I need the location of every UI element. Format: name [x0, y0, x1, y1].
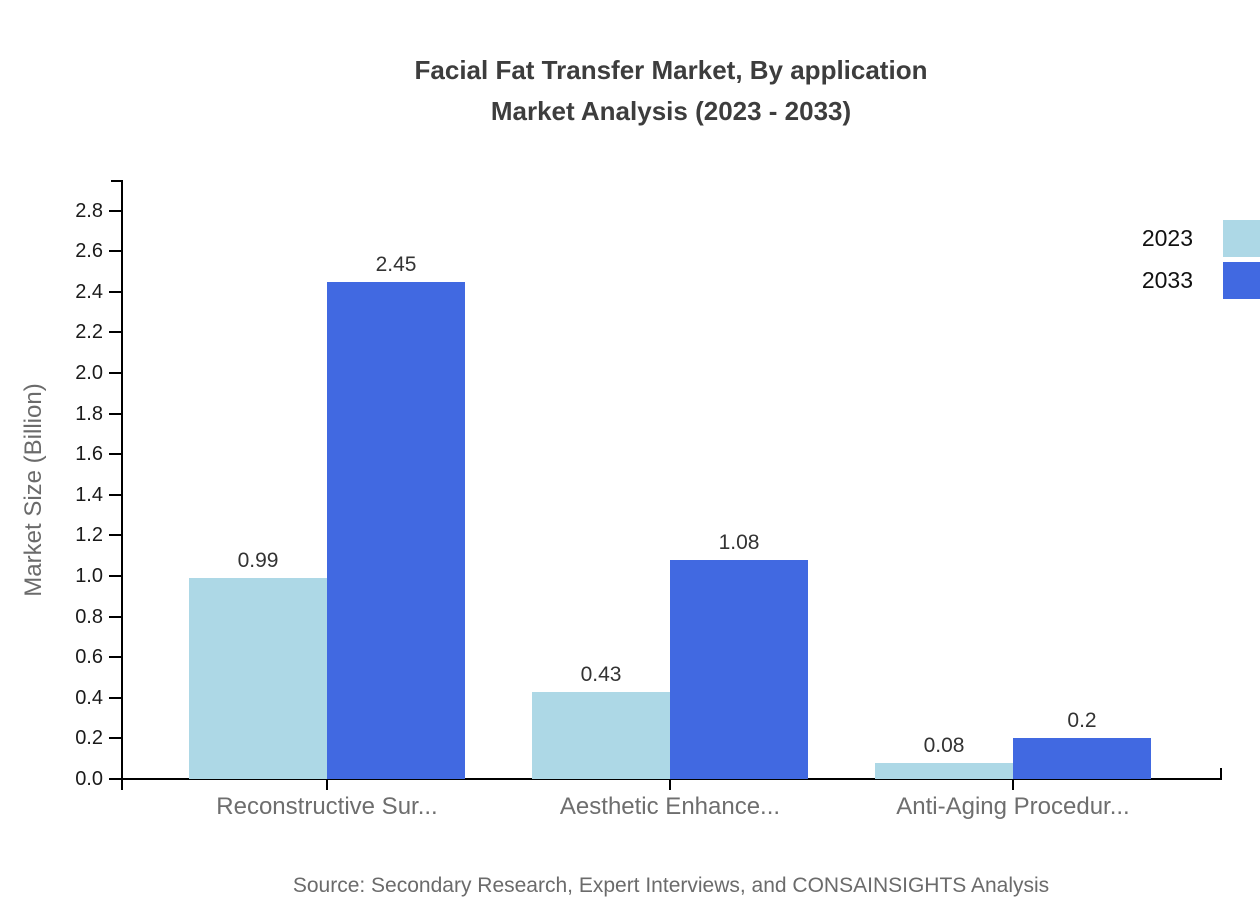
y-tick-label: 1.4	[75, 483, 103, 506]
x-axis-line	[110, 778, 1222, 780]
y-tick-label: 1.6	[75, 443, 103, 466]
y-tick-label: 0.6	[75, 646, 103, 669]
y-axis-endcap	[111, 180, 123, 182]
y-tick-label: 2.4	[75, 280, 103, 303]
y-tick	[109, 656, 122, 659]
y-tick-label: 2.2	[75, 321, 103, 344]
y-tick	[109, 290, 122, 293]
chart-title: Facial Fat Transfer Market, By applicati…	[122, 50, 1220, 132]
y-axis-line	[121, 180, 123, 790]
bar-2033-group-3	[1013, 738, 1151, 779]
y-tick	[109, 250, 122, 253]
y-tick-label: 2.8	[75, 199, 103, 222]
source-note: Source: Secondary Research, Expert Inter…	[292, 874, 1050, 897]
x-axis-endcap	[1220, 768, 1222, 779]
y-tick	[109, 575, 122, 577]
x-tick	[1012, 779, 1014, 790]
bar-2033-group-2	[670, 559, 808, 779]
x-tick	[326, 779, 328, 790]
y-tick	[109, 737, 122, 740]
y-tick	[109, 209, 122, 212]
bar-value-label: 0.08	[923, 733, 965, 757]
y-tick	[109, 778, 122, 780]
bar-2023-group-2	[532, 691, 670, 779]
y-tick-label: 1.0	[75, 565, 103, 587]
y-tick	[109, 331, 122, 334]
y-tick-label: 0.2	[75, 727, 103, 750]
bar-value-label: 2.45	[375, 252, 417, 276]
y-tick-label: 0.8	[75, 605, 103, 628]
x-category-label: Aesthetic Enhance...	[559, 793, 781, 820]
y-tick	[109, 412, 122, 415]
chart-title-line2: Market Analysis (2023 - 2033)	[490, 96, 852, 126]
x-category-label: Reconstructive Sur...	[216, 793, 438, 820]
bar-value-label: 1.08	[718, 530, 760, 554]
y-tick	[109, 493, 122, 496]
bar-value-label: 0.2	[1067, 709, 1097, 733]
bar-2033-group-1	[327, 281, 465, 779]
y-tick-label: 0.4	[75, 686, 103, 709]
y-tick	[109, 615, 122, 618]
bar-2023-group-1	[189, 578, 327, 779]
y-tick	[109, 696, 122, 699]
bar-2023-group-3	[875, 762, 1013, 779]
y-tick-label: 0.0	[75, 768, 103, 790]
chart-title-line1: Facial Fat Transfer Market, By applicati…	[414, 55, 928, 85]
y-tick-label: 1.8	[75, 402, 103, 425]
y-tick-label: 1.2	[75, 524, 103, 547]
y-tick	[109, 372, 122, 374]
y-tick	[109, 534, 122, 537]
y-tick	[109, 453, 122, 456]
y-tick-label: 2.0	[75, 362, 103, 384]
y-tick-label: 2.6	[75, 240, 103, 263]
x-category-label: Anti-Aging Procedur...	[896, 793, 1130, 820]
bar-value-label: 0.43	[580, 662, 622, 686]
x-tick	[669, 779, 671, 790]
bar-value-label: 0.99	[237, 549, 279, 573]
